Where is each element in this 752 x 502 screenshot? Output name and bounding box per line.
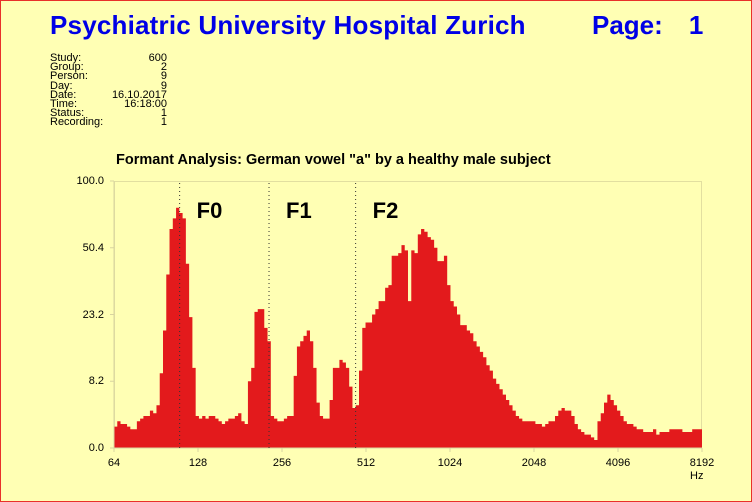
page-label: Page: [592,10,663,40]
recording-metadata: Study: 600 Group: 2 Person: 9 Day: 9 Date: 16… [50,52,167,129]
y-tick-label: 100.0 [76,175,104,187]
page-number: 1 [688,10,704,40]
x-tick-label: 4096 [605,457,631,469]
page-indicator: Page: 1 [592,10,703,41]
y-tick-label: 0.0 [88,442,104,454]
meta-value: 9 [160,70,167,83]
x-tick-label: 2048 [521,457,547,469]
meta-row-study: Study: 600 [50,52,167,64]
spectrum-bars [114,207,702,448]
y-tick-label: 23.2 [82,308,104,321]
meta-value: 1 [160,116,167,129]
meta-label: Status: [50,107,85,120]
x-tick-label: 512 [356,457,376,469]
meta-label: Day: [50,79,73,92]
meta-value: 600 [148,52,167,64]
hospital-title: Psychiatric University Hospital Zurich [50,10,526,40]
meta-label: Study: [50,52,82,64]
meta-label: Recording: [50,116,104,129]
meta-label: Time: [50,98,78,111]
meta-row-group: Group: 2 [50,61,167,74]
chart-title: Formant Analysis: German vowel "a" by a … [116,152,551,168]
meta-row-day: Day: 9 [50,79,167,92]
meta-value: 16.10.2017 [111,88,167,101]
meta-row-date: Date: 16.10.2017 [50,88,167,101]
meta-label: Group: [50,61,84,74]
axes [111,181,702,450]
x-tick-label: 128 [188,457,208,469]
x-tick-label: 64 [107,457,121,469]
meta-value: 16:18:00 [124,98,167,111]
meta-label: Person: [50,70,88,83]
formant-label-f1: F1 [286,198,312,223]
x-tick-label: 256 [272,457,292,469]
meta-value: 1 [160,107,167,120]
meta-value: 9 [160,79,167,92]
meta-row-person: Person: 9 [50,70,167,83]
meta-row-time: Time: 16:18:00 [50,98,167,111]
meta-row-recording: Recording: 1 [50,116,167,129]
x-tick-label: 8192 [689,457,715,469]
meta-label: Date: [50,88,77,101]
formant-label-f0: F0 [196,198,223,223]
y-tick-label: 8.2 [88,375,104,388]
x-tick-label: 1024 [437,457,463,469]
formant-label-f2: F2 [372,198,399,223]
meta-row-status: Status: 1 [50,107,167,120]
x-axis-unit: Hz [690,470,704,482]
y-tick-label: 50.4 [82,241,104,254]
meta-value: 2 [160,61,167,74]
